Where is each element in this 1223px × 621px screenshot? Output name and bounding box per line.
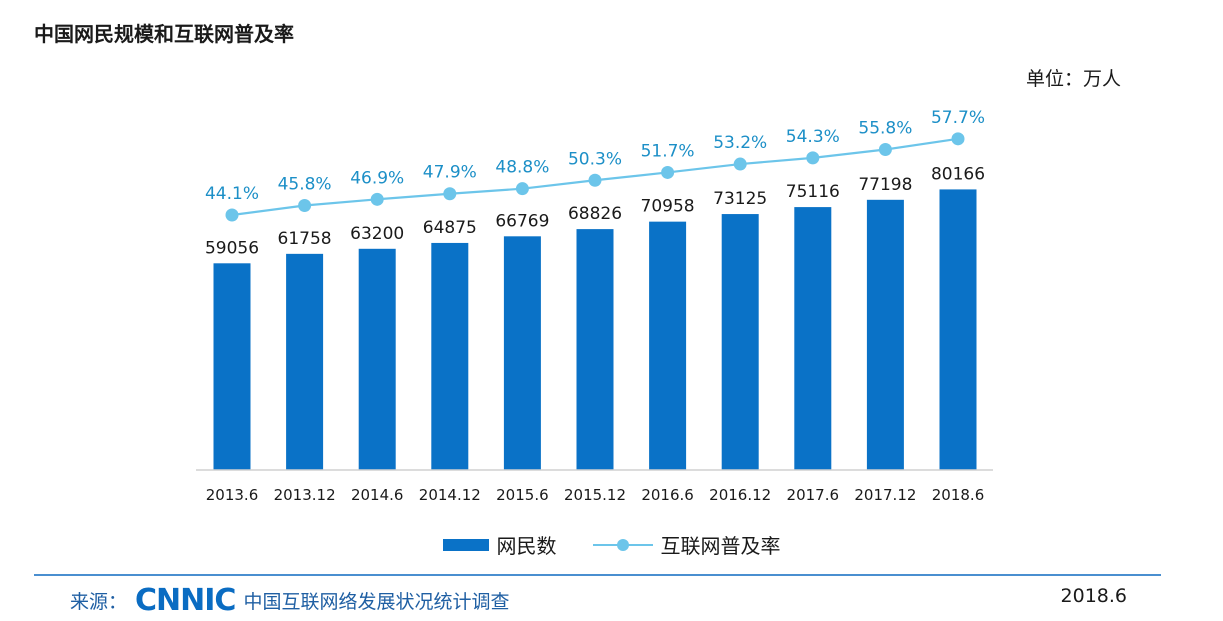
x-tick-label: 2018.6 — [932, 486, 985, 504]
bar — [358, 248, 396, 470]
line-value-label: 51.7% — [641, 141, 695, 161]
bar-value-label: 64875 — [423, 218, 477, 238]
legend-label-users: 网民数 — [496, 534, 557, 558]
bar — [503, 236, 541, 470]
line-layer: 44.1% 45.8% 46.9% 47.9% 48.8% 50.3% 51.7% 53.2%… — [205, 108, 985, 222]
line-point — [661, 165, 675, 179]
bar-value-label: 73125 — [713, 189, 767, 209]
x-tick-label: 2017.6 — [787, 486, 840, 504]
bar-value-label: 68826 — [568, 204, 622, 224]
x-tick-labels: 2013.6 2013.12 2014.6 2014.12 2015.6 2015.12 2… — [206, 486, 985, 504]
line-point — [225, 208, 239, 222]
bars-layer: 59056 61758 63200 64875 66769 68826 70958 73125… — [205, 164, 985, 470]
bar — [213, 263, 251, 470]
line-value-label: 47.9% — [423, 163, 477, 183]
unit-label: 单位：万人 — [1025, 68, 1121, 90]
x-tick-label: 2013.6 — [206, 486, 259, 504]
line-point — [951, 132, 965, 146]
line-point — [298, 198, 312, 212]
line-point — [878, 142, 892, 156]
chart: 59056 61758 63200 64875 66769 68826 70958 73125… — [196, 108, 993, 504]
line-value-label: 44.1% — [205, 184, 259, 204]
x-tick-label: 2016.6 — [641, 486, 694, 504]
line-value-label: 55.8% — [858, 118, 912, 138]
bar-value-label: 59056 — [205, 238, 259, 258]
line-point — [588, 173, 602, 187]
line-point — [806, 151, 820, 165]
line-point — [370, 192, 384, 206]
bar — [286, 253, 324, 470]
x-tick-label: 2014.6 — [351, 486, 404, 504]
bar-value-label: 63200 — [350, 224, 404, 244]
legend-swatch-bar — [442, 538, 489, 551]
bar — [576, 229, 614, 470]
legend-swatch-line — [592, 538, 653, 551]
legend-item-users: 网民数 — [442, 530, 557, 559]
chart-title: 中国网民规模和互联网普及率 — [34, 22, 294, 46]
line-value-label: 46.9% — [350, 168, 404, 188]
line-value-label: 53.2% — [713, 133, 767, 153]
legend-label-penetration: 互联网普及率 — [660, 534, 781, 558]
x-tick-label: 2016.12 — [709, 486, 771, 504]
bar — [431, 242, 469, 470]
legend: 网民数 互联网普及率 — [0, 530, 1223, 559]
bar — [721, 214, 759, 470]
line-value-label: 45.8% — [278, 174, 332, 194]
bar-value-label: 75116 — [786, 182, 840, 202]
bar — [794, 207, 832, 470]
line-point — [733, 157, 747, 171]
line-point — [515, 182, 529, 196]
report-date: 2018.6 — [1060, 585, 1127, 607]
cnnic-logo: CNNIC — [135, 583, 236, 618]
x-tick-label: 2014.12 — [419, 486, 481, 504]
line-value-label: 50.3% — [568, 149, 622, 169]
line-value-label: 48.8% — [495, 158, 549, 178]
x-tick-label: 2017.12 — [854, 486, 916, 504]
bar-value-label: 70958 — [641, 197, 695, 217]
bar-value-label: 66769 — [495, 211, 549, 231]
bar — [939, 189, 977, 470]
x-tick-label: 2013.12 — [274, 486, 336, 504]
x-tick-label: 2015.6 — [496, 486, 549, 504]
source-name: 中国互联网络发展状况统计调查 — [243, 591, 510, 613]
source: 来源： CNNIC 中国互联网络发展状况统计调查 — [70, 583, 509, 618]
bar — [866, 199, 904, 470]
x-tick-label: 2015.12 — [564, 486, 626, 504]
line-value-label: 54.3% — [786, 127, 840, 147]
bar-value-label: 77198 — [858, 175, 912, 195]
line-point — [443, 187, 457, 201]
line-value-label: 57.7% — [931, 108, 985, 128]
source-label: 来源： — [70, 591, 128, 613]
footer-divider — [34, 574, 1161, 576]
bar — [649, 221, 687, 470]
bar-value-label: 61758 — [278, 229, 332, 249]
legend-item-penetration: 互联网普及率 — [592, 530, 781, 559]
bar-value-label: 80166 — [931, 164, 985, 184]
